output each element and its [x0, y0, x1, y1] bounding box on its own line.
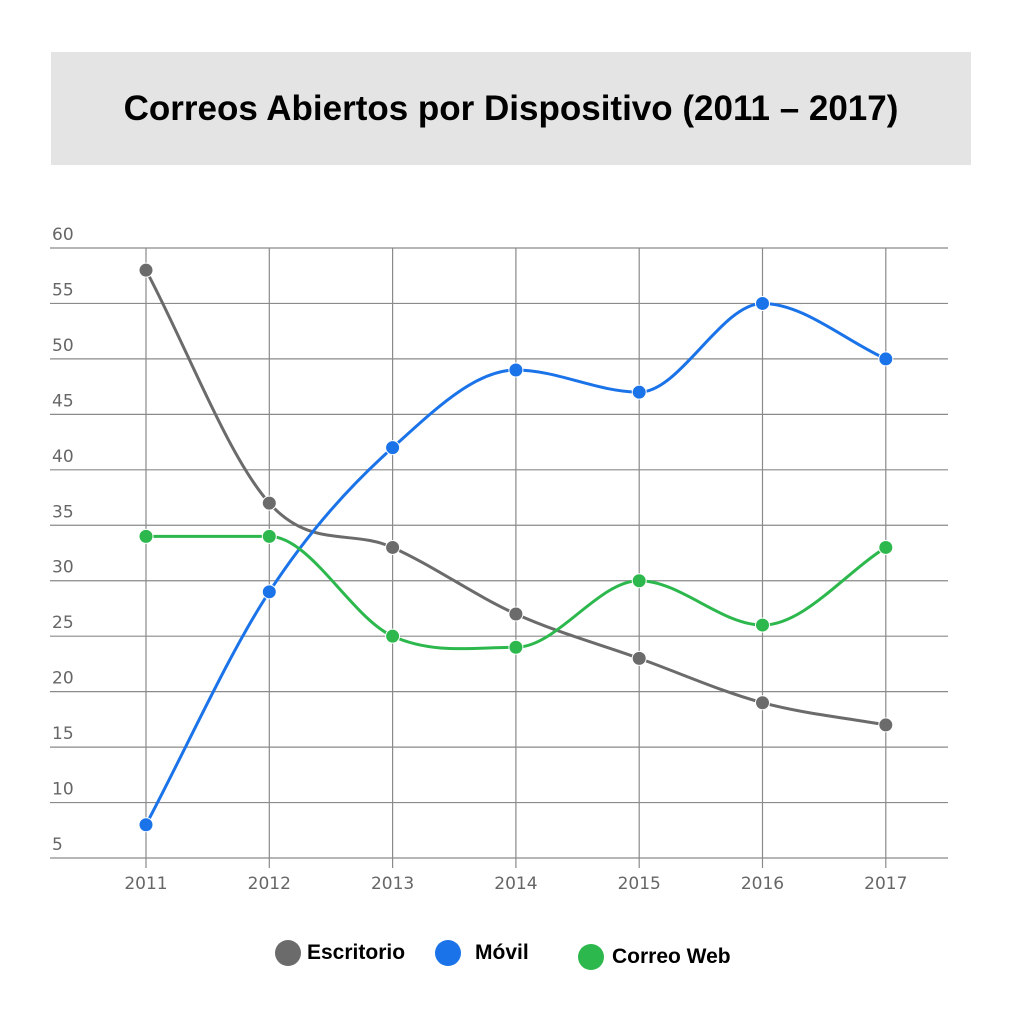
data-point-escritorio: [631, 650, 647, 666]
data-point-correo-web: [385, 628, 401, 644]
legend-swatch-movil: [435, 940, 461, 966]
y-tick-label: 15: [52, 724, 74, 744]
legend-item-movil[interactable]: Móvil: [435, 940, 529, 966]
data-point-correo-web: [878, 539, 894, 555]
data-point-escritorio: [755, 695, 770, 711]
data-point-escritorio: [508, 606, 524, 622]
data-point-correo-web: [508, 639, 524, 655]
y-tick-label: 35: [52, 502, 74, 522]
y-tick-label: 50: [52, 336, 74, 356]
data-point-correo-web: [138, 528, 154, 544]
data-point-correo-web: [631, 573, 647, 589]
x-tick-label: 2016: [741, 874, 784, 894]
data-point-movil: [508, 362, 524, 378]
data-point-movil: [385, 440, 401, 456]
y-tick-label: 25: [52, 613, 74, 633]
data-point-movil: [878, 351, 894, 367]
data-point-movil: [261, 584, 277, 600]
data-point-correo-web: [261, 528, 277, 544]
legend: Escritorio Móvil Correo Web: [0, 940, 1019, 976]
data-point-escritorio: [878, 717, 894, 733]
data-point-escritorio: [385, 539, 401, 555]
data-point-correo-web: [755, 617, 770, 633]
x-tick-label: 2015: [618, 874, 661, 894]
data-point-movil: [138, 817, 154, 833]
y-tick-label: 5: [52, 835, 63, 855]
data-point-escritorio: [138, 262, 154, 278]
x-tick-label: 2011: [124, 874, 167, 894]
x-tick-label: 2014: [494, 874, 537, 894]
data-point-movil: [631, 384, 647, 400]
title-banner: Correos Abiertos por Dispositivo (2011 –…: [51, 52, 971, 165]
x-tick-label: 2017: [864, 874, 907, 894]
chart-title: Correos Abiertos por Dispositivo (2011 –…: [123, 88, 899, 128]
legend-label: Móvil: [475, 941, 529, 964]
y-tick-label: 45: [52, 391, 74, 411]
data-point-movil: [755, 295, 770, 311]
legend-item-escritorio[interactable]: Escritorio: [275, 940, 405, 966]
y-tick-label: 60: [52, 225, 74, 245]
y-tick-label: 10: [52, 780, 74, 800]
y-tick-label: 40: [52, 447, 74, 467]
data-point-escritorio: [261, 495, 277, 511]
y-tick-label: 20: [52, 669, 74, 689]
y-tick-label: 55: [52, 280, 74, 300]
x-tick-label: 2012: [248, 874, 291, 894]
x-tick-label: 2013: [371, 874, 414, 894]
legend-label: Escritorio: [307, 941, 406, 964]
legend-label: Correo Web: [612, 945, 731, 968]
legend-swatch-escritorio: [275, 940, 301, 966]
y-tick-label: 30: [52, 558, 74, 578]
legend-swatch-correo-web: [578, 944, 604, 970]
legend-item-correo-web[interactable]: Correo Web: [578, 944, 731, 970]
